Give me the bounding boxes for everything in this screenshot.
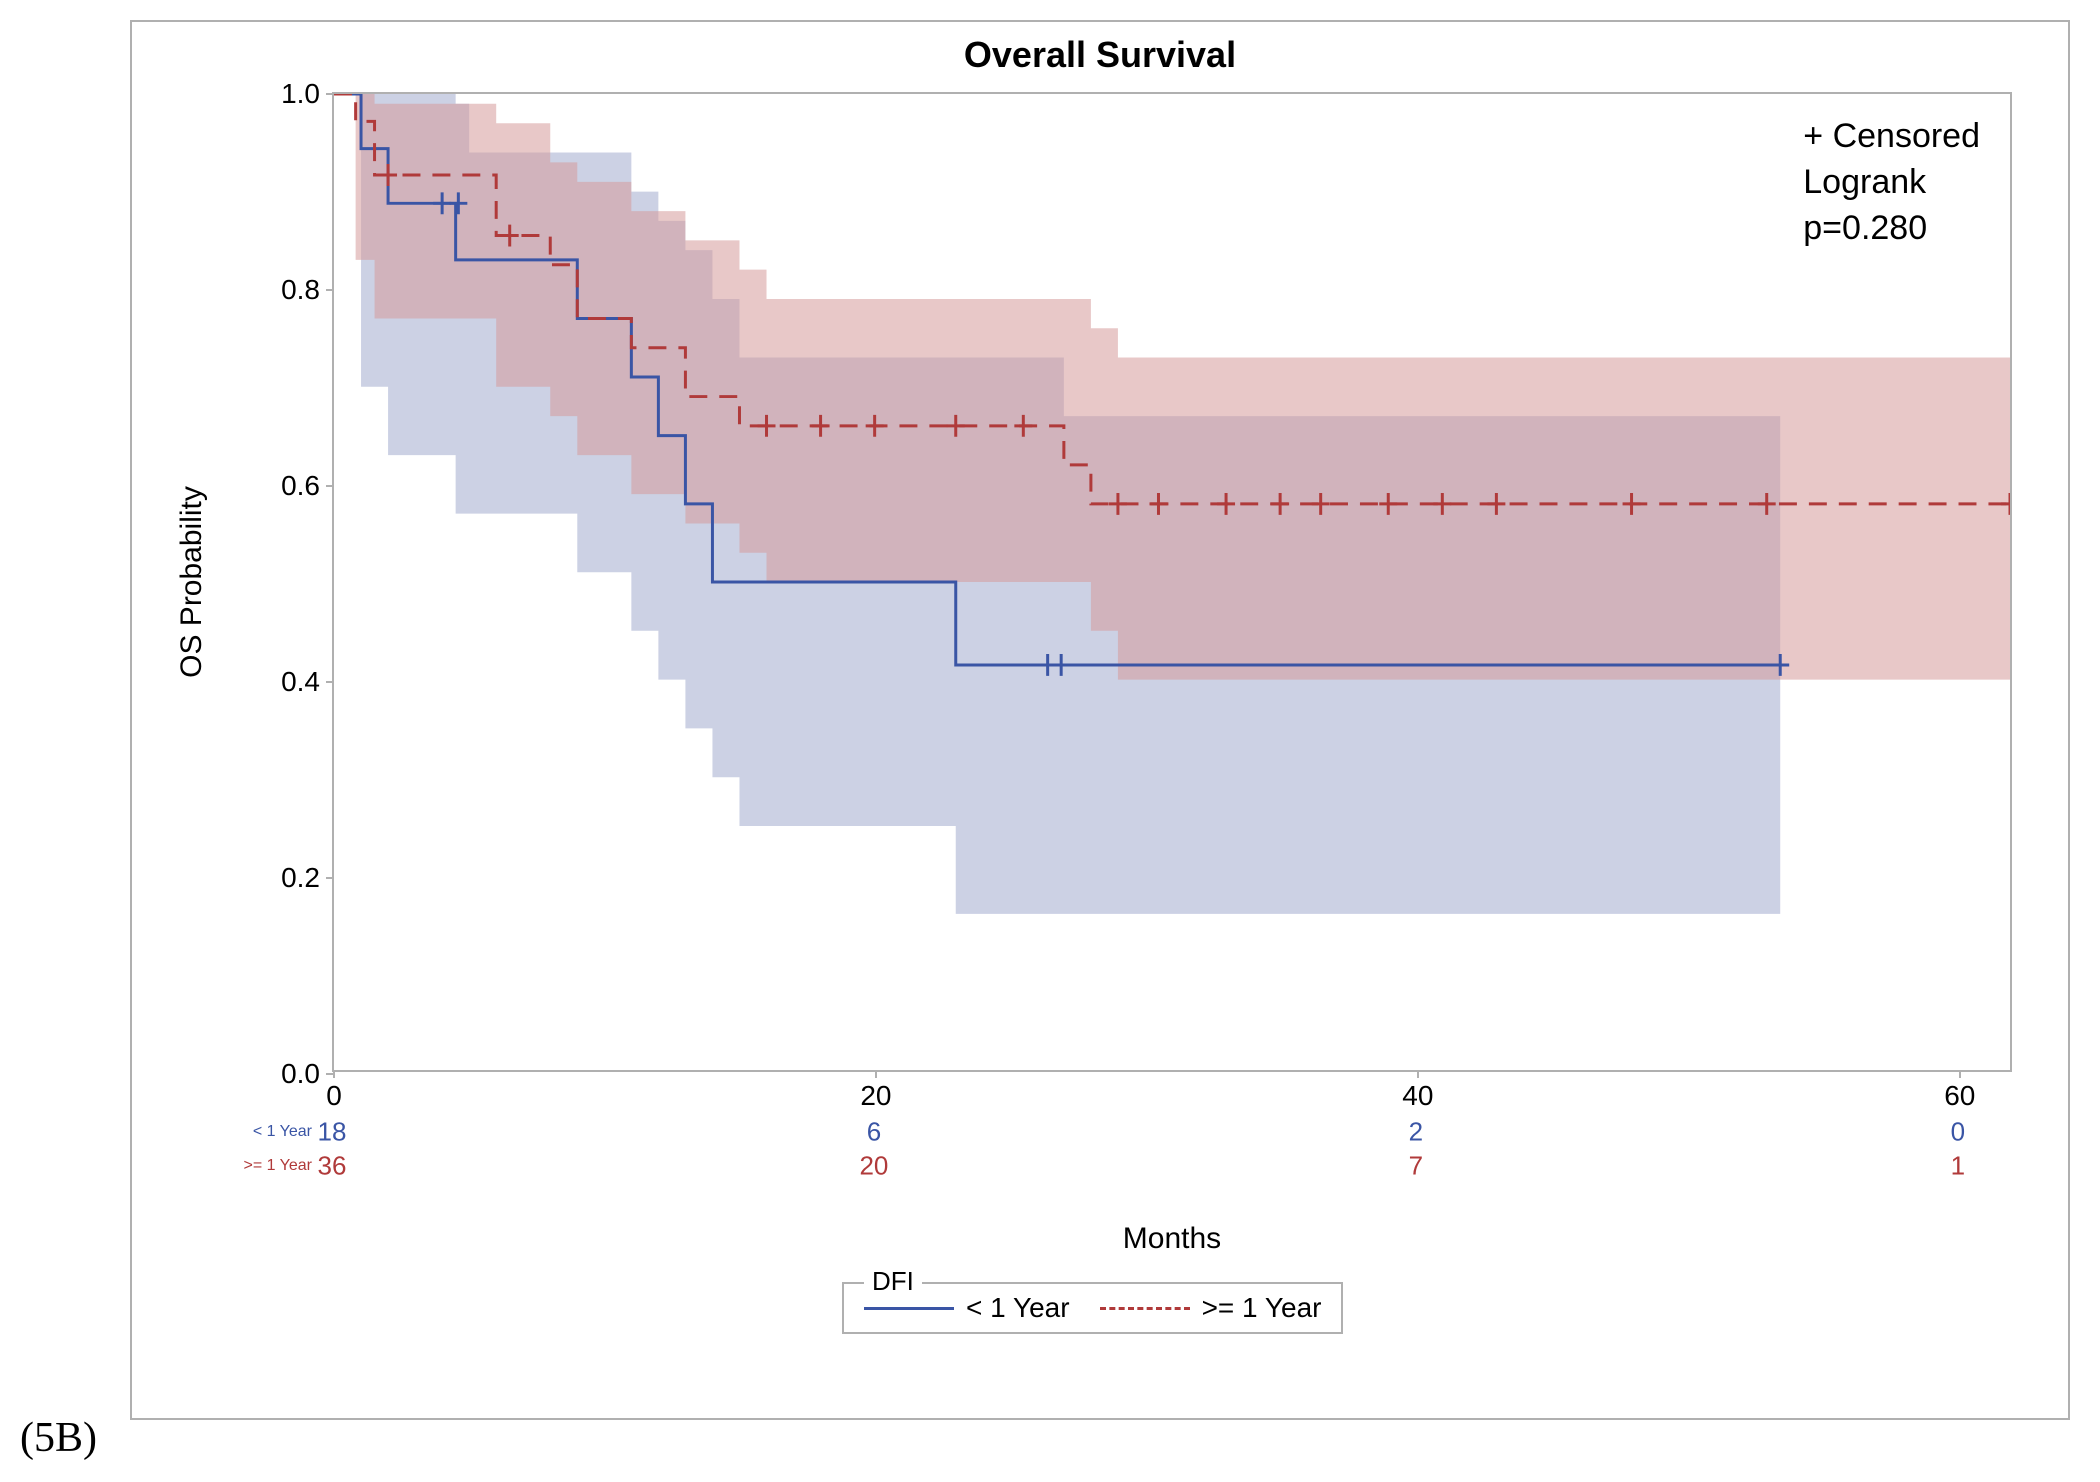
risk-cell: 2 [1409,1117,1423,1148]
panel-label: (5B) [20,1414,97,1462]
legend: DFI < 1 Year >= 1 Year [842,1282,1343,1334]
x-axis-label: Months [332,1222,2012,1256]
plot-area: + Censored Logrank p=0.280 0.00.20.40.60… [332,92,2012,1072]
stats-annotation: + Censored Logrank p=0.280 [1803,114,1980,252]
km-svg [334,94,2010,1070]
risk-cell: 20 [859,1151,888,1182]
y-axis-label-text: OS Probability [175,486,209,678]
legend-line-1 [864,1307,954,1310]
risk-cell: 18 [318,1117,347,1148]
risk-cell: 6 [867,1117,881,1148]
chart-frame: Overall Survival OS Probability + Censor… [130,20,2070,1420]
legend-item-2: >= 1 Year [1100,1292,1322,1324]
risk-cell: 1 [1951,1151,1965,1182]
risk-cell: 7 [1409,1151,1423,1182]
legend-title: DFI [864,1266,922,1297]
censored-legend-text: + Censored [1803,114,1980,160]
legend-label-1: < 1 Year [966,1292,1070,1324]
figure-container: (5B) Overall Survival OS Probability + C… [20,20,2080,1462]
logrank-label: Logrank [1803,160,1980,206]
risk-cell: 0 [1951,1117,1965,1148]
y-axis-label: OS Probability [172,92,212,1072]
risk-cell: 36 [318,1151,347,1182]
legend-label-2: >= 1 Year [1202,1292,1322,1324]
legend-line-2 [1100,1307,1190,1310]
p-value-label: p=0.280 [1803,206,1980,252]
chart-title: Overall Survival [132,34,2068,76]
